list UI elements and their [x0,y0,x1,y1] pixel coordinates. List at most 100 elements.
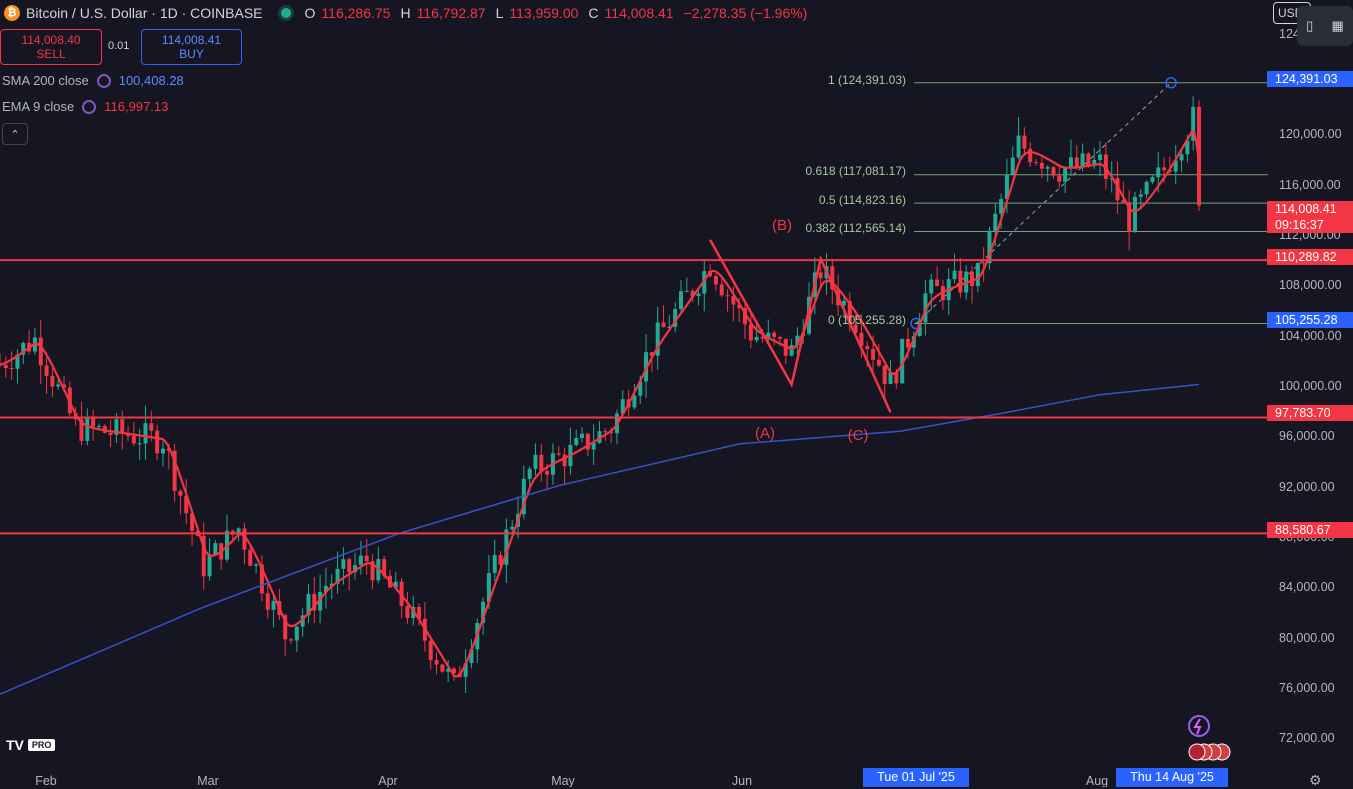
candle-body [248,549,253,566]
candle-body [1057,175,1062,182]
candle-body [777,336,782,339]
candle-body [1098,154,1103,160]
candle-body [160,448,165,454]
candle-body [696,293,701,297]
candle-body [370,561,375,581]
candle-body [108,432,113,435]
candle-body [760,336,765,339]
candle-body [155,430,160,454]
candle-body [1156,167,1161,178]
candle-body [504,529,509,565]
candle-body [1162,167,1167,171]
high-value: 116,792.87 [416,5,486,21]
candle-body [62,384,67,388]
candle-body [446,668,451,672]
candle-body [684,291,689,293]
ema-label: EMA 9 close [2,99,75,114]
symbol-title[interactable]: Bitcoin / U.S. Dollar · 1D · COINBASE [26,5,263,21]
candle-body [236,528,241,535]
candle-body [143,423,148,444]
month-label: Feb [35,774,57,787]
visibility-icon[interactable] [96,73,111,88]
candle-body [166,448,171,451]
candle-body [632,395,637,408]
month-label: Mar [197,774,219,787]
sell-price: 114,008.40 [21,33,81,47]
alert-icon[interactable] [1188,715,1210,737]
sell-label: SELL [36,47,66,61]
candle-body [1004,174,1009,200]
candle-body [970,271,975,287]
candle-body [841,300,846,306]
gear-icon[interactable]: ⚙ [1309,772,1322,788]
candle-body [737,304,742,309]
candle-body [754,336,759,341]
collapse-legend-button[interactable]: ⌃ [2,123,28,145]
candle-body [428,640,433,661]
candle-body [923,293,928,323]
sma-label: SMA 200 close [2,73,89,88]
candle-body [56,384,61,387]
candle-body [271,601,276,610]
price-tick: 80,000.00 [1279,631,1335,645]
resistance-price-tag: 110,289.82 [1267,249,1353,265]
market-status-icon[interactable] [280,8,291,18]
candle-body [766,332,771,339]
candle-body [312,594,317,611]
candle-body [1121,200,1126,203]
price-tick: 108,000.00 [1279,278,1342,292]
ema-9-line [0,130,1200,678]
ema-indicator[interactable]: EMA 9 close 116,997.13 [2,99,168,114]
candle-body [1115,178,1120,201]
candle-body [1022,135,1027,149]
candle-body [609,432,614,434]
candle-body [91,417,96,427]
candle-body [900,338,905,384]
fib-anchor-point [1165,76,1177,89]
candle-body [358,555,363,566]
candle-body [323,585,328,592]
tradingview-logo[interactable]: TV PRO [6,737,56,753]
sell-button[interactable]: 114,008.40 SELL [0,29,102,65]
candle-body [463,663,468,677]
candle-body [3,364,8,369]
visibility-icon[interactable] [82,99,97,114]
sma-indicator[interactable]: SMA 200 close 100,408.28 [2,73,184,88]
grid-icon[interactable]: ▦ [1331,18,1344,33]
candle-body [1045,167,1050,169]
chart-toolbar: ▯ ▦ [1297,6,1353,46]
fib-top-price-tag: 124,391.03 [1267,71,1353,87]
candle-body [533,454,538,469]
layout-icon[interactable]: ▯ [1306,18,1314,33]
candle-body [597,431,602,443]
candle-body [1150,177,1155,182]
price-tick: 120,000.00 [1279,127,1342,141]
price-tick: 116,000.00 [1279,178,1341,192]
candle-body [486,573,491,602]
candle-body [1144,181,1149,195]
candle-body [1034,162,1039,164]
price-tick: 100,000.00 [1279,379,1342,393]
close-value: 114,008.41 [604,5,674,21]
candle-body [545,471,550,475]
candle-body [498,555,503,565]
flag-icon[interactable] [1188,743,1231,761]
low-value: 113,959.00 [509,5,579,21]
buy-button[interactable]: 114,008.41 BUY [141,29,242,65]
buy-label: BUY [179,47,204,61]
candle-body [341,559,346,569]
fib-label-1: 1 (124,391.03) [828,73,906,87]
candle-body [1138,194,1143,197]
time-tag-start: Tue 01 Jul '25 [863,768,969,787]
candle-body [620,399,625,414]
month-label: May [551,774,575,787]
candle-body [871,349,876,360]
candle-body [894,372,899,384]
fib-label-0: 0 (105,255.28) [828,313,906,327]
candle-body [888,372,893,384]
candle-body [347,559,352,573]
candle-body [21,342,26,355]
candle-body [562,454,567,467]
candle-body [603,431,608,433]
